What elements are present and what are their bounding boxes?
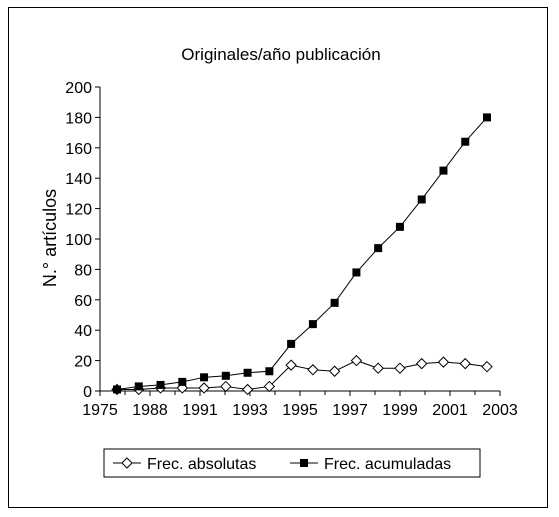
y-tick-label: 40: [74, 323, 92, 340]
data-point: [461, 137, 470, 146]
legend-label: Frec. acumuladas: [324, 456, 451, 473]
x-axis-ticks: 1975 1988 1991 1993 1995 1997 1999 2001 2003: [82, 391, 518, 419]
data-point: [415, 357, 428, 370]
data-point: [308, 320, 317, 329]
series-line: [117, 360, 488, 390]
y-tick-label: 180: [65, 110, 92, 127]
data-point: [178, 377, 187, 386]
x-tick-label: 1975: [82, 402, 118, 419]
data-point: [113, 385, 121, 394]
legend-label: Frec. absolutas: [147, 456, 256, 473]
data-point: [156, 380, 165, 389]
data-point: [241, 383, 254, 396]
data-point: [394, 362, 406, 374]
y-tick-label: 160: [65, 141, 92, 158]
chart-frame: [8, 7, 548, 508]
legend-item: Frec. acumuladas: [290, 456, 451, 473]
y-tick-label: 100: [65, 232, 92, 249]
data-point: [372, 362, 384, 374]
data-point: [374, 244, 383, 253]
x-tick-label: 2001: [432, 402, 468, 419]
y-tick-label: 120: [65, 202, 92, 219]
data-point: [437, 356, 450, 368]
data-point: [243, 368, 252, 377]
chart-title: Originales/año publicación: [181, 45, 380, 64]
x-tick-label: 1999: [382, 402, 418, 419]
series-2: [113, 113, 491, 394]
data-point: [221, 371, 230, 380]
legend-item: Frec. absolutas: [113, 456, 256, 473]
x-tick-label: 1993: [232, 402, 268, 419]
series-layer: [111, 113, 493, 396]
data-point: [395, 222, 404, 231]
x-tick-label: 1988: [132, 402, 168, 419]
series-1: [111, 354, 493, 396]
y-tick-label: 60: [74, 293, 92, 310]
data-point: [352, 268, 361, 277]
y-tick-label: 200: [65, 80, 92, 97]
data-point: [483, 113, 491, 122]
legend-marker: [300, 459, 308, 467]
data-point: [481, 360, 493, 373]
data-point: [439, 166, 448, 175]
data-point: [285, 359, 297, 371]
series-line: [116, 117, 488, 390]
x-tick-label: 1991: [182, 402, 218, 419]
x-tick-label: 1997: [332, 402, 368, 419]
x-tick-label: 1995: [282, 402, 318, 419]
y-tick-label: 0: [83, 384, 92, 401]
data-point: [350, 354, 363, 367]
data-point: [330, 298, 339, 307]
data-point: [134, 382, 143, 391]
data-point: [198, 382, 210, 394]
data-point: [287, 339, 296, 348]
x-tick-label: 2003: [482, 402, 518, 419]
y-axis-ticks: 0 20 40 60 80 100 120 140 160 180 200: [65, 80, 100, 401]
data-point: [200, 373, 209, 382]
data-point: [417, 195, 426, 204]
y-tick-label: 80: [74, 262, 92, 279]
data-point: [263, 380, 276, 393]
data-point: [459, 357, 471, 370]
y-tick-label: 20: [74, 354, 92, 371]
axes: [99, 87, 500, 392]
data-point: [220, 380, 232, 393]
y-axis-label: N.° artículos: [40, 189, 60, 287]
legend: Frec. absolutas Frec. acumuladas: [103, 448, 481, 478]
data-point: [265, 367, 274, 376]
y-tick-label: 140: [65, 171, 92, 188]
data-point: [328, 365, 341, 377]
data-point: [307, 364, 319, 376]
legend-marker: [121, 457, 133, 469]
